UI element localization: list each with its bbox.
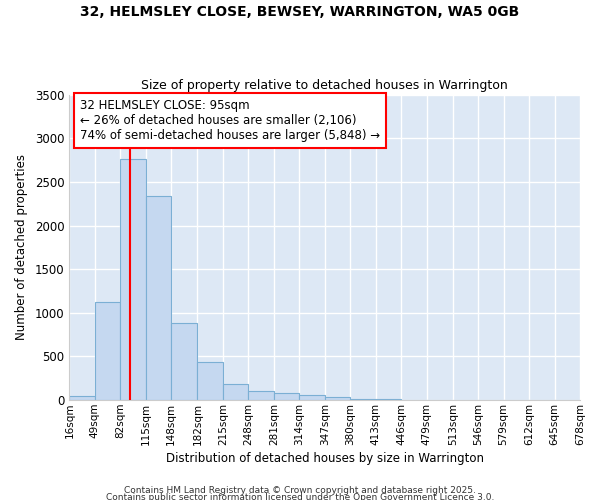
Bar xyxy=(121,159,146,400)
Text: Contains public sector information licensed under the Open Government Licence 3.: Contains public sector information licen… xyxy=(106,494,494,500)
Y-axis label: Number of detached properties: Number of detached properties xyxy=(15,154,28,340)
Bar xyxy=(197,362,223,400)
Bar xyxy=(274,392,299,400)
Bar xyxy=(146,196,171,400)
Bar xyxy=(325,397,350,400)
X-axis label: Distribution of detached houses by size in Warrington: Distribution of detached houses by size … xyxy=(166,452,484,465)
Title: Size of property relative to detached houses in Warrington: Size of property relative to detached ho… xyxy=(142,79,508,92)
Bar xyxy=(223,384,248,400)
Text: 32, HELMSLEY CLOSE, BEWSEY, WARRINGTON, WA5 0GB: 32, HELMSLEY CLOSE, BEWSEY, WARRINGTON, … xyxy=(80,5,520,19)
Text: Contains HM Land Registry data © Crown copyright and database right 2025.: Contains HM Land Registry data © Crown c… xyxy=(124,486,476,495)
Bar xyxy=(95,302,121,400)
Text: 32 HELMSLEY CLOSE: 95sqm
← 26% of detached houses are smaller (2,106)
74% of sem: 32 HELMSLEY CLOSE: 95sqm ← 26% of detach… xyxy=(80,99,380,142)
Bar xyxy=(171,324,197,400)
Bar xyxy=(299,395,325,400)
Bar xyxy=(248,391,274,400)
Bar xyxy=(70,396,95,400)
Bar xyxy=(350,398,376,400)
